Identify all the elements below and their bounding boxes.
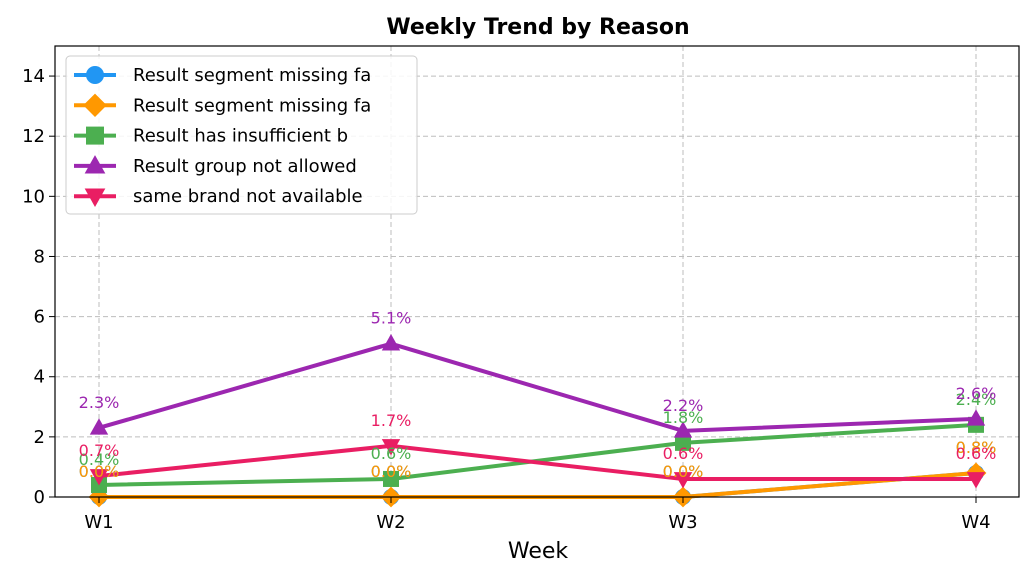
data-label: 0.0% <box>663 462 704 481</box>
legend-label: same brand not available <box>133 186 363 207</box>
y-tick-label: 12 <box>22 126 45 147</box>
data-label: 0.8% <box>956 438 997 457</box>
x-tick-label: W4 <box>961 512 990 533</box>
y-tick-label: 4 <box>34 367 45 388</box>
data-label: 0.6% <box>663 444 704 463</box>
legend-item: Result has insufficient b <box>74 126 348 147</box>
legend-label: Result segment missing fa <box>133 95 371 116</box>
legend: Result segment missing fa Result segment … <box>65 55 418 215</box>
data-label: 0.0% <box>371 462 412 481</box>
data-label: 5.1% <box>371 309 412 328</box>
data-label: 0.6% <box>956 444 997 463</box>
legend-marker <box>83 93 107 117</box>
series-4 <box>89 439 986 489</box>
chart-title: Weekly Trend by Reason <box>386 15 689 40</box>
y-tick-label: 10 <box>22 186 45 207</box>
x-tick-label: W1 <box>84 512 113 533</box>
data-label: 0.0% <box>79 462 120 481</box>
data-point <box>89 418 109 435</box>
x-axis-title: Week <box>508 539 569 564</box>
legend-marker <box>84 188 106 207</box>
legend-box <box>65 55 418 215</box>
data-label: 2.4% <box>956 390 997 409</box>
data-point <box>673 472 693 489</box>
y-tick-label: 2 <box>34 427 45 448</box>
legend-item: Result group not allowed <box>74 155 357 177</box>
series-3 <box>89 334 986 438</box>
data-label: 0.8% <box>956 438 997 457</box>
series-1 <box>88 462 987 508</box>
series-line <box>98 443 976 481</box>
plot-frame <box>54 45 1020 498</box>
data-label: 0.0% <box>663 462 704 481</box>
legend-marker <box>86 66 104 84</box>
data-point <box>966 409 986 426</box>
data-label: 0.6% <box>371 444 412 463</box>
data-labels: 0.0% 0.0% 0.0%0.8%0.0% 0.0% 0.0%0.8%0.4% 0.6%… <box>79 309 997 481</box>
data-label: 1.8% <box>663 408 704 427</box>
data-point <box>966 472 986 489</box>
data-point <box>673 421 693 438</box>
legend-item: Result segment missing fa <box>74 65 371 86</box>
data-label: 0.4% <box>79 450 120 469</box>
data-label: 2.3% <box>79 393 120 412</box>
data-point <box>381 439 401 456</box>
y-tick-label: 6 <box>34 307 45 328</box>
data-label: 0.7% <box>79 441 120 460</box>
series-line <box>98 341 977 433</box>
x-tick-label: W3 <box>668 512 697 533</box>
series-line <box>99 470 977 499</box>
legend-marker <box>86 126 104 145</box>
legend-label: Result group not allowed <box>133 156 357 177</box>
data-point <box>675 434 691 451</box>
data-point <box>89 469 109 486</box>
series-line <box>98 422 977 487</box>
legend-marker <box>84 155 106 174</box>
y-tick-label: 14 <box>22 66 45 87</box>
y-tick-label: 8 <box>34 246 45 267</box>
data-label: 2.2% <box>663 396 704 415</box>
legend-item: same brand not available <box>74 186 363 207</box>
data-label: 1.7% <box>371 411 412 430</box>
data-label: 2.6% <box>956 384 997 403</box>
legend-item: Result segment missing fa <box>74 93 371 117</box>
legend-label: Result has insufficient b <box>133 126 348 147</box>
data-point <box>383 470 399 487</box>
axes: 0 2 4 6 8 10 12 14 W1 W2 W3 W4 <box>22 66 991 533</box>
data-label: 0.0% <box>371 462 412 481</box>
series-layer <box>88 334 987 508</box>
data-point <box>381 334 401 351</box>
data-label: 0.0% <box>79 462 120 481</box>
legend-label: Result segment missing fa <box>133 65 371 86</box>
y-tick-label: 0 <box>34 487 45 508</box>
x-tick-label: W2 <box>376 512 405 533</box>
